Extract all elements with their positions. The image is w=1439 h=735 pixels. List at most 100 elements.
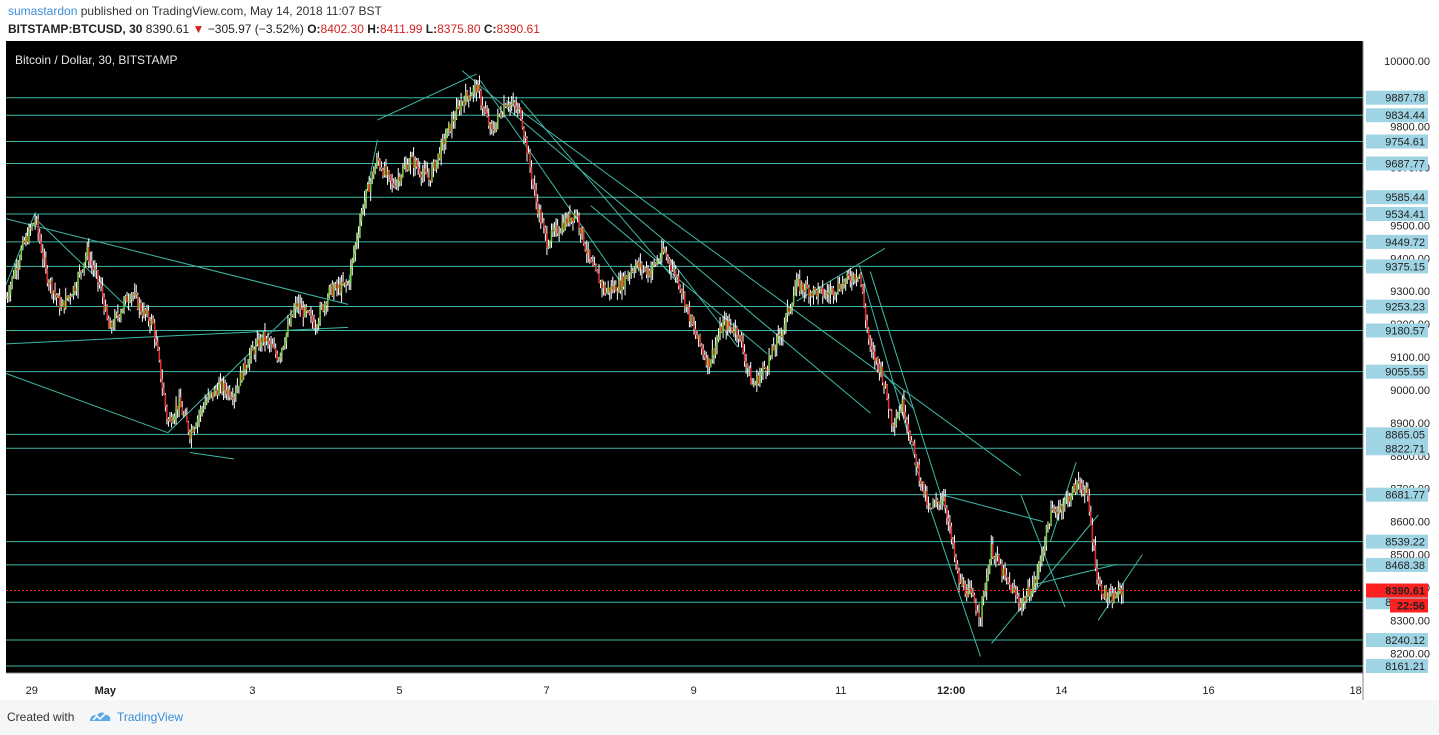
candle-body[interactable] [1076,481,1078,493]
candle-body[interactable] [123,300,125,309]
candle-body[interactable] [984,590,986,592]
candle-body[interactable] [1096,568,1098,580]
candle-body[interactable] [851,280,853,283]
candle-body[interactable] [121,308,124,313]
candle-body[interactable] [91,260,93,266]
candle-body[interactable] [730,326,732,328]
candle-body[interactable] [135,292,137,295]
candle-body[interactable] [857,276,859,278]
candle-body[interactable] [325,303,327,306]
candle-body[interactable] [544,227,547,234]
candle-body[interactable] [161,378,164,388]
candle-body[interactable] [92,265,95,271]
candle-body[interactable] [930,507,933,509]
candle-body[interactable] [1059,505,1061,510]
candle-body[interactable] [475,84,478,93]
candle-body[interactable] [829,290,832,295]
candle-body[interactable] [676,276,678,278]
trend-line[interactable] [6,218,349,305]
candle-body[interactable] [725,319,727,331]
candle-body[interactable] [558,232,560,234]
candle-body[interactable] [276,354,278,361]
candle-body[interactable] [81,269,84,271]
candle-body[interactable] [627,275,629,279]
candle-body[interactable] [782,330,784,337]
candle-body[interactable] [992,544,994,558]
candle-body[interactable] [279,355,282,359]
candle-body[interactable] [650,270,652,277]
candle-body[interactable] [561,223,563,232]
candle-body[interactable] [995,555,997,560]
candle-body[interactable] [201,408,203,410]
candle-body[interactable] [34,220,36,224]
candle-body[interactable] [924,491,927,495]
candle-body[interactable] [507,105,510,107]
candle-body[interactable] [351,259,354,268]
candle-body[interactable] [749,367,752,385]
candle-body[interactable] [533,184,536,191]
candle-body[interactable] [383,166,386,176]
candle-body[interactable] [713,349,715,355]
candle-body[interactable] [1100,583,1103,595]
candle-body[interactable] [763,366,766,369]
candle-body[interactable] [696,334,698,339]
candle-body[interactable] [840,289,842,291]
trend-line[interactable] [943,494,1044,523]
candle-body[interactable] [795,278,798,289]
candle-body[interactable] [484,108,487,113]
candle-body[interactable] [468,96,470,100]
candle-body[interactable] [466,91,468,97]
candle-body[interactable] [1002,568,1005,577]
candle-body[interactable] [598,273,600,284]
candle-body[interactable] [238,385,240,387]
candle-body[interactable] [392,183,395,186]
candle-body[interactable] [710,360,712,367]
candle-body[interactable] [661,248,663,259]
candle-body[interactable] [431,168,433,182]
candle-body[interactable] [412,156,415,169]
candle-body[interactable] [789,308,792,312]
candle-body[interactable] [585,249,588,254]
candle-body[interactable] [556,225,559,234]
candle-body[interactable] [15,268,18,271]
candle-body[interactable] [584,243,586,250]
candle-body[interactable] [855,277,858,280]
candle-body[interactable] [728,321,730,327]
candle-body[interactable] [443,139,445,145]
candle-body[interactable] [903,399,905,412]
candle-body[interactable] [834,294,836,296]
candle-body[interactable] [422,172,424,178]
candle-body[interactable] [323,303,326,311]
candle-body[interactable] [806,284,809,288]
candle-body[interactable] [14,268,16,278]
candle-body[interactable] [633,270,635,272]
candle-body[interactable] [438,153,441,159]
candle-body[interactable] [406,164,409,171]
candle-body[interactable] [707,358,709,366]
candle-body[interactable] [414,160,416,169]
candle-body[interactable] [210,392,213,395]
trend-line[interactable] [6,372,168,434]
candle-body[interactable] [509,103,511,107]
candle-body[interactable] [753,384,755,386]
candle-body[interactable] [900,411,902,413]
trend-line[interactable] [796,247,886,302]
candle-body[interactable] [251,347,254,350]
candle-body[interactable] [805,284,807,292]
candle-body[interactable] [141,311,144,316]
candle-body[interactable] [938,502,940,505]
candle-body[interactable] [946,507,948,518]
candle-body[interactable] [356,239,358,245]
candle-body[interactable] [671,268,674,271]
candle-body[interactable] [1007,577,1009,583]
candle-body[interactable] [51,280,53,294]
candle-body[interactable] [783,324,786,331]
candle-body[interactable] [144,309,147,314]
candle-body[interactable] [153,322,156,340]
candle-body[interactable] [434,161,436,170]
candle-body[interactable] [870,346,873,350]
candle-body[interactable] [202,408,205,410]
candle-body[interactable] [262,331,265,343]
candle-body[interactable] [621,276,623,291]
candle-body[interactable] [65,296,67,309]
